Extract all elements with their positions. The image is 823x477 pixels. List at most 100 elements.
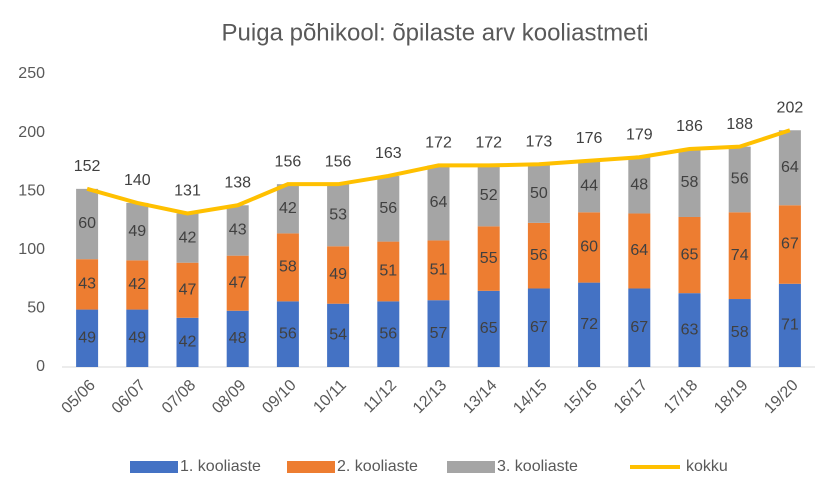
data-label: 173 — [526, 133, 553, 150]
bar-segment — [778, 283, 801, 367]
bar-segment — [126, 260, 149, 310]
data-label: 131 — [174, 183, 201, 200]
data-label: 56 — [379, 325, 397, 342]
bar-segment — [76, 259, 99, 310]
bar-segment — [477, 290, 500, 367]
y-tick-label: 50 — [27, 300, 45, 317]
x-tick-label: 15/16 — [561, 377, 601, 417]
data-label: 53 — [329, 206, 347, 223]
data-label: 48 — [229, 330, 247, 347]
data-label: 50 — [530, 185, 548, 202]
bar-segment — [76, 309, 99, 367]
y-tick-label: 250 — [18, 65, 45, 82]
data-label: 44 — [580, 178, 598, 195]
data-label: 71 — [781, 317, 799, 334]
data-label: 172 — [475, 135, 502, 152]
bar-segment — [628, 288, 651, 367]
data-label: 47 — [229, 274, 247, 291]
bar-segment — [377, 175, 400, 242]
data-label: 48 — [630, 177, 648, 194]
bar-segment — [276, 184, 299, 234]
bar-segment — [226, 310, 249, 367]
bar-segment — [778, 130, 801, 206]
data-label: 60 — [580, 239, 598, 256]
y-tick-label: 150 — [18, 182, 45, 199]
x-tick-label: 18/19 — [711, 377, 751, 417]
y-tick-label: 100 — [18, 241, 45, 258]
bar-segment — [427, 240, 450, 301]
data-label: 58 — [279, 259, 297, 276]
data-label: 56 — [530, 247, 548, 264]
bar-segment — [377, 241, 400, 302]
legend-label: 3. kooliaste — [497, 458, 578, 475]
legend-label: 2. kooliaste — [337, 458, 418, 475]
data-label: 64 — [430, 194, 448, 211]
x-tick-label: 07/08 — [159, 377, 199, 417]
data-label: 188 — [726, 116, 753, 133]
data-label: 52 — [480, 187, 498, 204]
data-label: 163 — [375, 145, 402, 162]
bar-segment — [226, 205, 249, 256]
x-tick-label: 11/12 — [361, 377, 401, 417]
data-label: 186 — [676, 118, 703, 135]
data-label: 179 — [626, 126, 653, 143]
data-label: 49 — [128, 223, 146, 240]
data-label: 49 — [329, 266, 347, 283]
x-tick-label: 05/06 — [59, 377, 99, 417]
data-label: 56 — [731, 171, 749, 188]
bar-segment — [678, 216, 701, 294]
bar-segment — [427, 165, 450, 241]
data-label: 64 — [781, 159, 799, 176]
bar-segment — [628, 213, 651, 289]
bar-segment — [126, 202, 149, 261]
data-label: 51 — [379, 263, 397, 280]
data-label: 63 — [681, 321, 699, 338]
bar-segment — [578, 160, 601, 213]
y-tick-label: 200 — [18, 124, 45, 141]
bar-segment — [126, 309, 149, 367]
legend-label: kokku — [686, 458, 728, 475]
data-label: 67 — [630, 319, 648, 336]
data-label: 202 — [777, 99, 804, 116]
data-label: 42 — [179, 334, 197, 351]
x-tick-label: 14/15 — [510, 377, 550, 417]
bar-segment — [176, 213, 199, 263]
legend-swatch — [130, 461, 178, 473]
data-label: 64 — [630, 242, 648, 259]
x-tick-label: 17/18 — [661, 377, 701, 417]
bar-segment — [76, 188, 99, 260]
x-tick-label: 08/09 — [209, 377, 249, 417]
x-tick-label: 16/17 — [611, 377, 651, 417]
x-tick-label: 06/07 — [109, 377, 149, 417]
bar-segment — [778, 205, 801, 284]
total-line — [86, 128, 791, 216]
bar-segment — [176, 317, 199, 367]
bar-segment — [477, 165, 500, 227]
data-label: 56 — [279, 325, 297, 342]
bar-segment — [527, 164, 550, 223]
data-label: 60 — [78, 215, 96, 232]
data-label: 51 — [430, 262, 448, 279]
bar-segment — [578, 282, 601, 367]
x-tick-label: 09/10 — [259, 377, 299, 417]
data-label: 74 — [731, 247, 749, 264]
bar-segment — [527, 222, 550, 289]
legend-label: 1. kooliaste — [180, 458, 261, 475]
data-label: 65 — [681, 246, 699, 263]
bar-segment — [327, 303, 350, 367]
data-label: 156 — [275, 153, 302, 170]
bar-segment — [226, 255, 249, 311]
bar-segment — [628, 157, 651, 214]
data-label: 54 — [329, 327, 347, 344]
x-tick-label: 13/14 — [460, 377, 500, 417]
data-label: 172 — [425, 135, 452, 152]
bar-segment — [377, 301, 400, 367]
bar-segment — [678, 293, 701, 367]
data-label: 138 — [224, 174, 251, 191]
data-label: 47 — [179, 281, 197, 298]
bar-segment — [728, 212, 751, 300]
data-label: 43 — [78, 276, 96, 293]
bar-segment — [728, 299, 751, 367]
data-label: 43 — [229, 222, 247, 239]
